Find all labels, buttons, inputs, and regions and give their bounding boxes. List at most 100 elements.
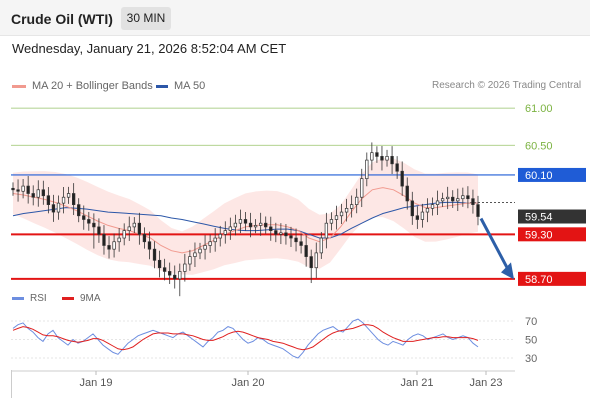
candle-body: [102, 233, 106, 246]
candle-body: [324, 222, 329, 239]
candle-body: [92, 222, 96, 228]
candle-body: [461, 195, 465, 200]
ma-bollinger-swatch: [12, 84, 26, 88]
ma9-swatch: [62, 296, 74, 300]
candle-body: [446, 196, 450, 200]
candle-body: [476, 204, 480, 217]
candle-body: [289, 235, 293, 239]
candle-body: [405, 185, 409, 202]
candle-body: [430, 204, 435, 209]
candle-body: [87, 219, 91, 224]
candle-body: [334, 215, 339, 220]
candle-body: [284, 232, 288, 237]
candle-body: [228, 226, 232, 231]
rsi-9ma-line: [12, 324, 479, 351]
chart-timestamp: Wednesday, January 21, 2026 8:52:04 AM C…: [12, 41, 287, 56]
candle-body: [16, 189, 20, 192]
x-tick-label: Jan 19: [79, 377, 112, 389]
candle-body: [127, 226, 131, 231]
source-credit: Research © 2026 Trading Central: [432, 80, 582, 91]
candle-body: [319, 237, 323, 254]
rsi-tick-30: 30: [525, 353, 537, 365]
candle-body: [279, 232, 283, 235]
candle-body: [344, 207, 349, 213]
candle-body: [72, 193, 76, 205]
candle-body: [390, 156, 394, 165]
price-tag-59.54: [518, 209, 586, 224]
candle-body: [132, 222, 136, 228]
candle-body: [385, 156, 389, 161]
level-label-58.70: 58.70: [525, 274, 553, 286]
candle-body: [147, 241, 152, 250]
ma50-label: MA 50: [174, 80, 206, 92]
candle-body: [370, 152, 374, 161]
candle-body: [208, 241, 212, 246]
candle-body: [107, 245, 111, 250]
candle-body: [425, 207, 430, 213]
candle-body: [152, 248, 157, 261]
x-tick-label: Jan 23: [469, 377, 502, 389]
candle-body: [264, 222, 268, 228]
candle-body: [435, 200, 440, 205]
candle-body: [223, 230, 227, 235]
candle-body: [466, 195, 470, 200]
candle-body: [213, 237, 217, 243]
candle-body: [355, 196, 359, 205]
legend-rsi: RSI: [12, 293, 47, 304]
candle-body: [456, 198, 460, 202]
candle-body: [375, 152, 379, 157]
interval-button[interactable]: 30 MIN: [121, 7, 171, 30]
candle-body: [294, 237, 298, 243]
candle-body: [259, 222, 263, 226]
candle-body: [188, 256, 192, 265]
candle-body: [203, 245, 207, 250]
candle-body: [380, 156, 384, 161]
chart-header: Crude Oil (WTI) 30 MIN: [0, 0, 590, 36]
candle-body: [218, 233, 222, 239]
candle-body: [168, 271, 172, 276]
level-label-61.00: 61.00: [525, 103, 553, 115]
candle-body: [11, 187, 15, 191]
candle-body: [193, 252, 197, 257]
candle-body: [365, 159, 369, 180]
candle-body: [274, 230, 278, 235]
forecast-arrow-shaft: [479, 217, 510, 271]
ma-bollinger-label: MA 20 + Bollinger Bands: [32, 80, 153, 92]
candle-body: [112, 241, 116, 250]
price-label-59.54: 59.54: [525, 212, 553, 224]
candle-body: [46, 195, 51, 205]
candle-body: [51, 204, 56, 213]
candle-body: [122, 230, 126, 239]
candle-body: [471, 198, 475, 205]
candle-body: [269, 226, 273, 231]
candle-body: [183, 263, 187, 272]
rsi-swatch: [12, 296, 24, 300]
legend-9ma: 9MA: [62, 293, 101, 304]
candle-body: [349, 204, 354, 209]
candle-body: [82, 215, 86, 220]
rsi-tick-70: 70: [525, 316, 537, 328]
candle-body: [198, 248, 202, 254]
candle-body: [61, 196, 66, 204]
candle-body: [173, 274, 177, 280]
candle-body: [304, 245, 308, 257]
legend-ma-bollinger: MA 20 + Bollinger Bands: [12, 80, 153, 92]
candle-body: [410, 200, 414, 217]
level-tag-58.70: [518, 271, 586, 286]
level-label-60.50: 60.50: [525, 140, 553, 152]
candle-body: [31, 193, 35, 198]
candle-body: [420, 211, 425, 220]
candle-body: [26, 185, 30, 194]
candle-body: [395, 163, 399, 172]
forecast-arrow-head: [501, 262, 514, 280]
rsi-label: RSI: [30, 293, 47, 304]
candle-body: [360, 178, 364, 198]
ma9-label: 9MA: [80, 293, 101, 304]
candle-body: [77, 204, 81, 217]
x-tick-label: Jan 21: [400, 377, 433, 389]
candle-body: [329, 219, 334, 224]
candle-body: [238, 219, 243, 224]
candle-body: [137, 222, 142, 235]
candle-body: [415, 215, 419, 220]
rsi-line: [12, 318, 479, 359]
